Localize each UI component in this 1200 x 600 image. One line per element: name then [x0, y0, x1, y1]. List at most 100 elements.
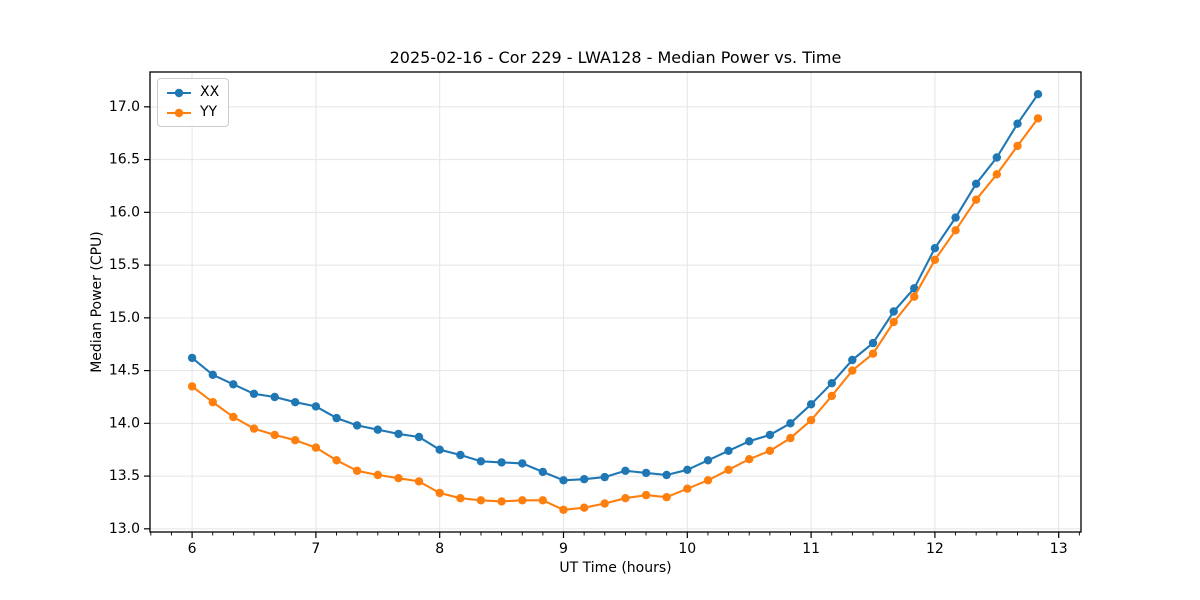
data-point-yy [621, 494, 630, 503]
data-point-yy [910, 292, 919, 301]
y-tick-label: 17.0 [109, 99, 140, 115]
data-point-xx [1033, 90, 1043, 99]
data-point-yy [559, 505, 568, 514]
data-point-xx [724, 446, 733, 455]
legend-item-yy: YY [165, 103, 219, 122]
data-point-yy [724, 465, 733, 474]
data-point-xx [703, 456, 713, 465]
data-point-xx [910, 284, 919, 293]
data-point-xx [992, 153, 1001, 162]
data-point-yy [456, 494, 465, 503]
y-tick-label: 13.5 [109, 468, 140, 484]
x-tick-label: 10 [678, 541, 696, 557]
y-axis-label: Median Power (CPU) [89, 231, 105, 373]
data-point-xx [518, 459, 527, 468]
data-point-xx [456, 450, 465, 460]
x-tick-label: 11 [802, 541, 820, 557]
data-point-yy [786, 433, 795, 443]
data-point-xx [394, 429, 403, 439]
data-point-xx [662, 470, 671, 480]
y-tick-label: 15.5 [109, 257, 140, 273]
data-point-xx [951, 213, 960, 222]
data-point-xx [229, 380, 238, 389]
y-tick-label: 14.5 [109, 363, 140, 379]
data-point-yy [538, 496, 547, 505]
data-point-xx [868, 338, 878, 348]
data-point-xx [580, 475, 589, 484]
data-point-yy [270, 430, 279, 440]
series-line-yy [191, 117, 1040, 511]
axes-border [149, 71, 1082, 533]
y-tick-label: 16.5 [109, 152, 140, 168]
data-point-yy [641, 490, 651, 500]
data-point-yy [187, 382, 197, 391]
data-point-yy [229, 412, 238, 422]
data-point-xx [352, 421, 362, 430]
data-point-xx [291, 398, 300, 407]
data-point-xx [373, 425, 382, 434]
data-point-yy [951, 226, 960, 235]
data-point-yy [414, 477, 424, 486]
data-point-xx [745, 437, 754, 446]
data-point-yy [703, 476, 713, 485]
data-point-xx [208, 370, 217, 379]
data-point-xx [249, 389, 259, 398]
x-tick-label: 9 [559, 541, 568, 557]
data-point-xx [476, 457, 486, 466]
legend-item-xx: XX [165, 83, 219, 102]
data-point-xx [311, 402, 321, 411]
data-point-yy [1033, 114, 1043, 123]
data-point-xx [435, 445, 444, 454]
data-point-yy [352, 466, 362, 475]
data-point-xx [600, 472, 609, 482]
x-axis-label: UT Time (hours) [559, 560, 672, 576]
data-point-xx [414, 432, 424, 442]
data-point-yy [1013, 141, 1022, 151]
legend-swatch-yy-icon [167, 108, 191, 117]
x-tick-label: 13 [1050, 541, 1068, 557]
data-point-xx [765, 430, 775, 440]
data-point-xx [1013, 119, 1022, 128]
x-tick-label: 8 [435, 541, 444, 557]
data-point-yy [373, 470, 382, 480]
data-point-yy [662, 493, 671, 502]
data-point-xx [848, 355, 857, 365]
data-point-xx [971, 179, 981, 188]
data-point-yy [868, 349, 878, 358]
data-point-yy [311, 443, 321, 452]
data-point-xx [538, 467, 547, 477]
data-point-yy [580, 503, 589, 512]
data-point-xx [683, 465, 692, 474]
y-tick-label: 14.0 [109, 415, 140, 431]
data-point-xx [559, 476, 568, 485]
data-point-xx [641, 468, 651, 478]
data-point-xx [187, 353, 197, 363]
data-point-xx [930, 244, 940, 253]
data-point-yy [848, 366, 857, 375]
data-point-yy [930, 255, 940, 264]
data-point-yy [600, 499, 609, 508]
data-point-yy [992, 170, 1001, 179]
data-point-yy [518, 496, 527, 505]
data-point-yy [745, 455, 754, 464]
legend-swatch-xx-icon [167, 88, 191, 97]
data-point-yy [476, 496, 486, 505]
data-point-yy [683, 484, 692, 493]
data-point-yy [291, 436, 300, 445]
y-tick-label: 16.0 [109, 204, 140, 220]
data-point-xx [889, 307, 898, 316]
data-point-xx [332, 413, 341, 423]
data-point-yy [394, 474, 403, 483]
x-tick-label: 12 [926, 541, 944, 557]
data-point-yy [889, 317, 898, 327]
data-point-yy [208, 398, 217, 407]
data-point-yy [971, 195, 981, 204]
data-point-xx [827, 379, 836, 388]
data-point-xx [786, 419, 795, 428]
data-point-yy [332, 456, 341, 465]
data-point-xx [497, 458, 506, 467]
legend: XX YY [157, 78, 230, 127]
data-point-xx [270, 392, 279, 402]
